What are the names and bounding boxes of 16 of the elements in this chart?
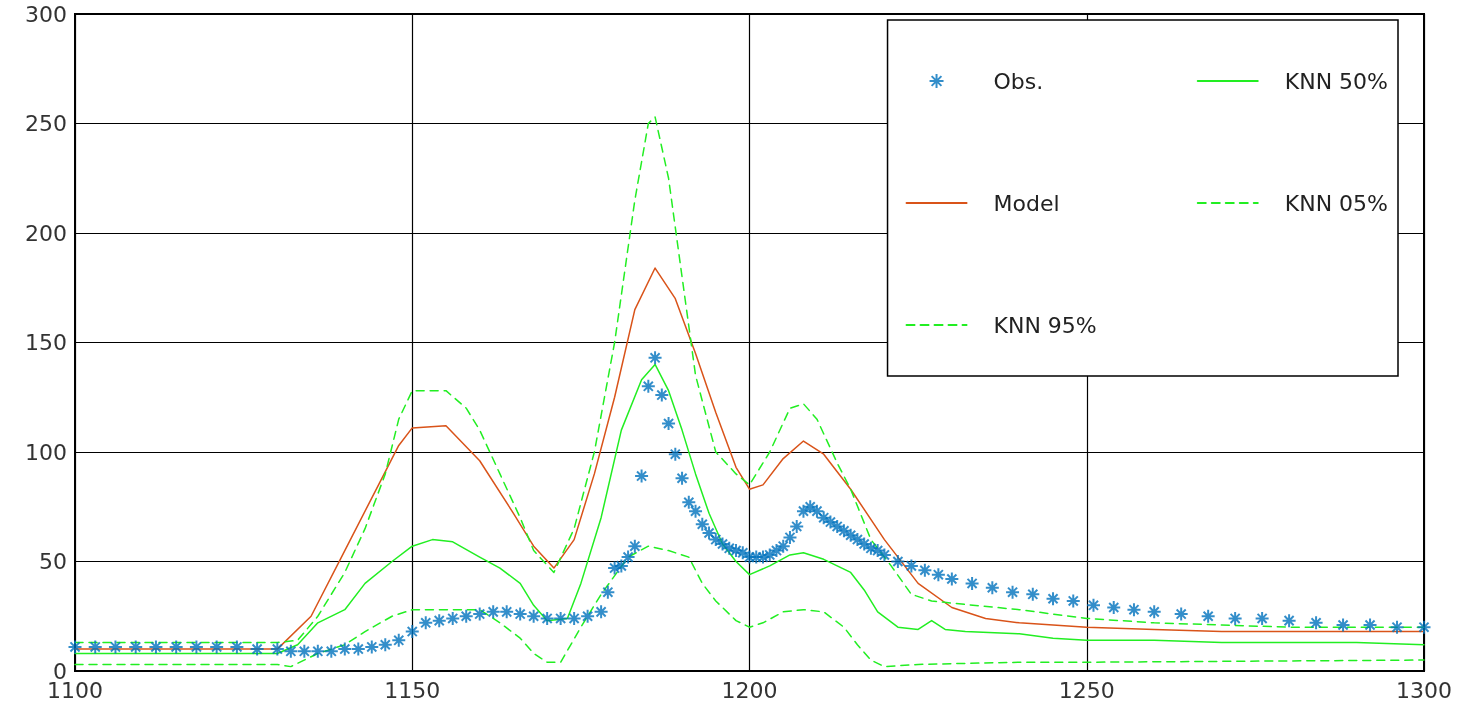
- y-tick-label: 250: [25, 111, 67, 136]
- x-tick-label: 1250: [1058, 677, 1115, 703]
- x-tick-label: 1200: [721, 677, 778, 703]
- y-tick-label: 150: [25, 330, 67, 355]
- legend-label: KNN 95%: [993, 312, 1097, 338]
- y-tick-label: 50: [39, 549, 67, 574]
- y-tick-label: 100: [25, 439, 67, 465]
- legend-label: Obs.: [993, 68, 1044, 94]
- x-tick-label: 1300: [1396, 677, 1452, 703]
- y-tick-label: 200: [25, 220, 67, 246]
- y-tick-label: 300: [25, 1, 67, 27]
- legend-label: Model: [993, 190, 1060, 216]
- x-tick-label: 1150: [384, 677, 441, 703]
- legend-label: KNN 05%: [1284, 190, 1388, 216]
- line-series: [74, 545, 1425, 668]
- legend-label: KNN 50%: [1284, 68, 1388, 94]
